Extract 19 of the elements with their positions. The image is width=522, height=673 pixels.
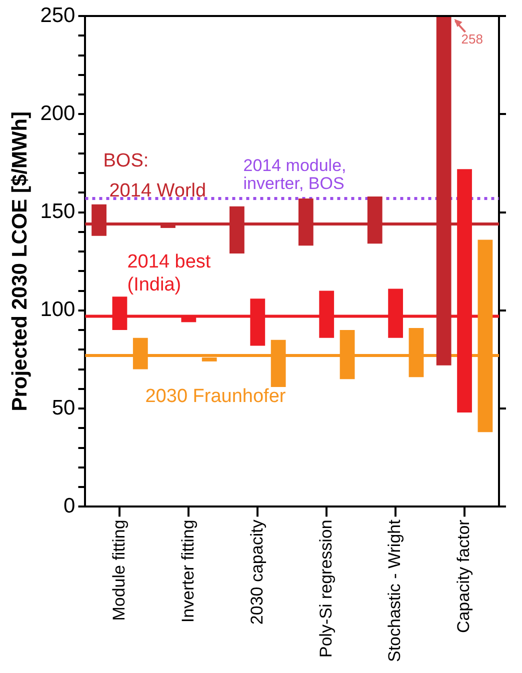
y-tick-label: 150 [40, 200, 76, 224]
series-label: 2030 Fraunhofer [145, 386, 286, 407]
y-tick-label: 250 [40, 4, 76, 27]
y-tick-label: 50 [52, 396, 76, 420]
x-tick-label: Capacity factor [454, 519, 474, 634]
x-tick-label: Poly-Si regression [316, 520, 336, 658]
y-tick-label: 200 [40, 102, 76, 125]
x-tick-label: 2030 capacity [247, 519, 266, 625]
y-tick-label: 100 [40, 298, 76, 322]
annotation: 258 [461, 32, 483, 47]
y-tick-label: 0 [64, 494, 76, 518]
x-tick-label: Module fitting [109, 520, 128, 621]
x-tick-label: Stochastic - Wright [385, 519, 404, 662]
y-axis-title: Projected 2030 LCOE [$/MWh] [8, 111, 32, 412]
ref-line-label: 2014 module, inverter, BOS [243, 156, 346, 194]
series-label: 2014 World [109, 180, 206, 202]
series-label: 2014 best (India) [127, 252, 212, 296]
annotation: BOS: [103, 150, 149, 172]
x-tick-label: Inverter fitting [178, 520, 198, 623]
